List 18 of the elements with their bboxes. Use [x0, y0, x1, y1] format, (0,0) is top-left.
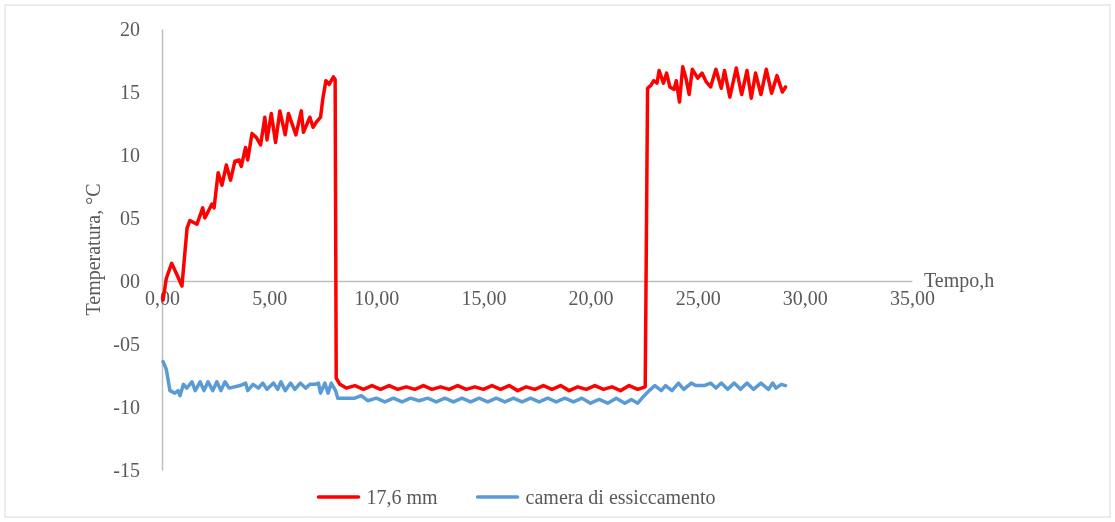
y-tick-label: -05	[113, 332, 140, 355]
legend-label: 17,6 mm	[366, 486, 439, 508]
line-series	[161, 359, 788, 405]
y-tick-label: -15	[113, 458, 140, 481]
x-tick-label: 30,00	[782, 287, 828, 310]
y-tick-label: -10	[113, 395, 140, 418]
y-tick-label: 15	[120, 80, 140, 103]
x-tick-label: 25,00	[675, 287, 721, 310]
x-tick-label: 10,00	[354, 287, 400, 310]
x-tick-label: 15,00	[461, 287, 507, 310]
legend-label: camera di essiccamento	[525, 486, 716, 508]
x-tick-label: 5,00	[252, 287, 288, 310]
y-tick-label: 05	[120, 206, 140, 229]
y-tick-label: 00	[120, 269, 140, 292]
x-tick-label: 20,00	[568, 287, 614, 310]
y-tick-label: 20	[120, 17, 140, 40]
y-tick-label: 10	[120, 143, 140, 166]
y-axis-title: Temperatura, °C	[82, 183, 105, 316]
